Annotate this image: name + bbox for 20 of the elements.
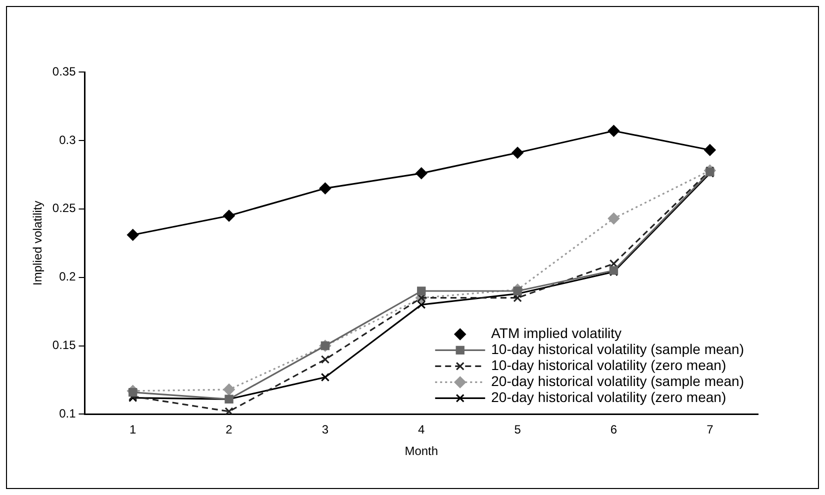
x-tick-label: 2 xyxy=(226,422,233,437)
x-axis-title: Month xyxy=(404,444,438,458)
y-tick-label: 0.35 xyxy=(52,64,76,78)
legend-label: 10-day historical volatility (zero mean) xyxy=(491,357,726,374)
y-tick-label: 0.15 xyxy=(52,338,76,352)
y-tick-label: 0.25 xyxy=(52,201,76,216)
legend-label: 20-day historical volatility (zero mean) xyxy=(491,389,726,406)
legend-label: ATM implied volatility xyxy=(491,325,622,342)
x-tick-label: 6 xyxy=(610,422,618,437)
x-tick-label: 3 xyxy=(322,422,329,437)
legend-label: 20-day historical volatility (sample mean) xyxy=(491,373,744,390)
x-tick-label: 1 xyxy=(130,422,136,437)
x-tick-label: 7 xyxy=(706,422,714,437)
y-tick-label: 0.3 xyxy=(59,132,76,147)
x-tick-label: 5 xyxy=(514,422,522,437)
y-axis-title: Implied volatility xyxy=(30,200,45,286)
y-tick-label: 0.1 xyxy=(59,406,76,421)
y-tick-label: 0.2 xyxy=(59,270,76,284)
x-tick-label: 4 xyxy=(418,422,426,437)
legend-label: 10-day historical volatility (sample mean) xyxy=(491,341,744,358)
